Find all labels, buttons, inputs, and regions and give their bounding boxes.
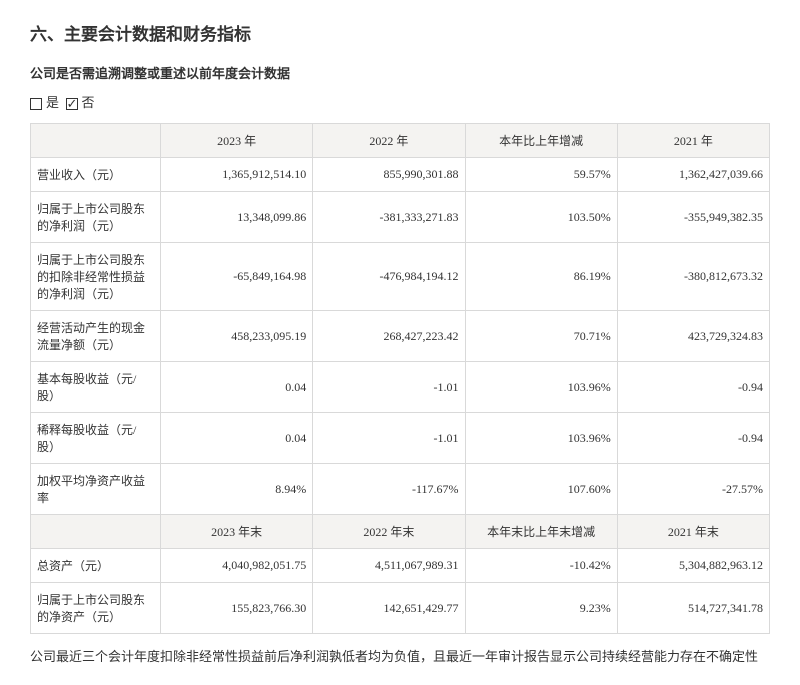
row-value: 423,729,324.83 [617, 311, 769, 362]
col-2023-end: 2023 年末 [161, 515, 313, 549]
col-change: 本年比上年增减 [465, 124, 617, 158]
col-blank-2 [31, 515, 161, 549]
col-2021: 2021 年 [617, 124, 769, 158]
checkbox-no-label: 否 [82, 95, 95, 110]
row-value: -355,949,382.35 [617, 192, 769, 243]
col-change-end: 本年末比上年末增减 [465, 515, 617, 549]
row-value: 8.94% [161, 464, 313, 515]
row-value: 514,727,341.78 [617, 583, 769, 634]
row-value: 0.04 [161, 413, 313, 464]
row-value: -380,812,673.32 [617, 243, 769, 311]
row-label: 基本每股收益（元/股） [31, 362, 161, 413]
row-value: 155,823,766.30 [161, 583, 313, 634]
row-value: -1.01 [313, 362, 465, 413]
row-value: 70.71% [465, 311, 617, 362]
row-value: -476,984,194.12 [313, 243, 465, 311]
table-header-row-2: 2023 年末 2022 年末 本年末比上年末增减 2021 年末 [31, 515, 770, 549]
col-2022: 2022 年 [313, 124, 465, 158]
table-row: 营业收入（元）1,365,912,514.10855,990,301.8859.… [31, 158, 770, 192]
row-value: 107.60% [465, 464, 617, 515]
row-label: 营业收入（元） [31, 158, 161, 192]
row-value: -381,333,271.83 [313, 192, 465, 243]
table-row: 加权平均净资产收益率8.94%-117.67%107.60%-27.57% [31, 464, 770, 515]
row-label: 加权平均净资产收益率 [31, 464, 161, 515]
row-value: 268,427,223.42 [313, 311, 465, 362]
subheading: 公司是否需追溯调整或重述以前年度会计数据 [30, 63, 770, 82]
row-value: 5,304,882,963.12 [617, 549, 769, 583]
row-label: 归属于上市公司股东的净资产（元） [31, 583, 161, 634]
row-label: 归属于上市公司股东的净利润（元） [31, 192, 161, 243]
row-value: 1,365,912,514.10 [161, 158, 313, 192]
section-heading: 六、主要会计数据和财务指标 [30, 20, 770, 45]
row-value: -27.57% [617, 464, 769, 515]
row-value: 458,233,095.19 [161, 311, 313, 362]
row-value: 103.96% [465, 413, 617, 464]
row-value: -1.01 [313, 413, 465, 464]
footnote-text: 公司最近三个会计年度扣除非经常性损益前后净利润孰低者均为负值，且最近一年审计报告… [30, 646, 770, 665]
row-label: 经营活动产生的现金流量净额（元） [31, 311, 161, 362]
table-row: 总资产（元）4,040,982,051.754,511,067,989.31-1… [31, 549, 770, 583]
col-blank [31, 124, 161, 158]
row-label: 归属于上市公司股东的扣除非经常性损益的净利润（元） [31, 243, 161, 311]
col-2021-end: 2021 年末 [617, 515, 769, 549]
row-value: 855,990,301.88 [313, 158, 465, 192]
checkbox-yes [30, 98, 42, 110]
row-value: 59.57% [465, 158, 617, 192]
row-value: 0.04 [161, 362, 313, 413]
row-value: 103.50% [465, 192, 617, 243]
table-row: 经营活动产生的现金流量净额（元）458,233,095.19268,427,22… [31, 311, 770, 362]
checkbox-row: 是 否 [30, 92, 770, 111]
row-label: 稀释每股收益（元/股） [31, 413, 161, 464]
financial-table: 2023 年 2022 年 本年比上年增减 2021 年 营业收入（元）1,36… [30, 123, 770, 634]
row-value: 142,651,429.77 [313, 583, 465, 634]
row-value: 86.19% [465, 243, 617, 311]
table-row: 归属于上市公司股东的净资产（元）155,823,766.30142,651,42… [31, 583, 770, 634]
row-value: -0.94 [617, 413, 769, 464]
table-row: 归属于上市公司股东的扣除非经常性损益的净利润（元）-65,849,164.98-… [31, 243, 770, 311]
table-header-row: 2023 年 2022 年 本年比上年增减 2021 年 [31, 124, 770, 158]
row-value: 13,348,099.86 [161, 192, 313, 243]
row-value: 9.23% [465, 583, 617, 634]
row-value: -0.94 [617, 362, 769, 413]
row-value: -10.42% [465, 549, 617, 583]
checkbox-yes-label: 是 [46, 95, 59, 110]
row-value: 103.96% [465, 362, 617, 413]
col-2022-end: 2022 年末 [313, 515, 465, 549]
table-row: 稀释每股收益（元/股）0.04-1.01103.96%-0.94 [31, 413, 770, 464]
row-value: 4,040,982,051.75 [161, 549, 313, 583]
table-row: 基本每股收益（元/股）0.04-1.01103.96%-0.94 [31, 362, 770, 413]
row-value: 1,362,427,039.66 [617, 158, 769, 192]
row-value: -117.67% [313, 464, 465, 515]
row-value: 4,511,067,989.31 [313, 549, 465, 583]
checkbox-no [66, 98, 78, 110]
table-row: 归属于上市公司股东的净利润（元）13,348,099.86-381,333,27… [31, 192, 770, 243]
row-value: -65,849,164.98 [161, 243, 313, 311]
row-label: 总资产（元） [31, 549, 161, 583]
col-2023: 2023 年 [161, 124, 313, 158]
